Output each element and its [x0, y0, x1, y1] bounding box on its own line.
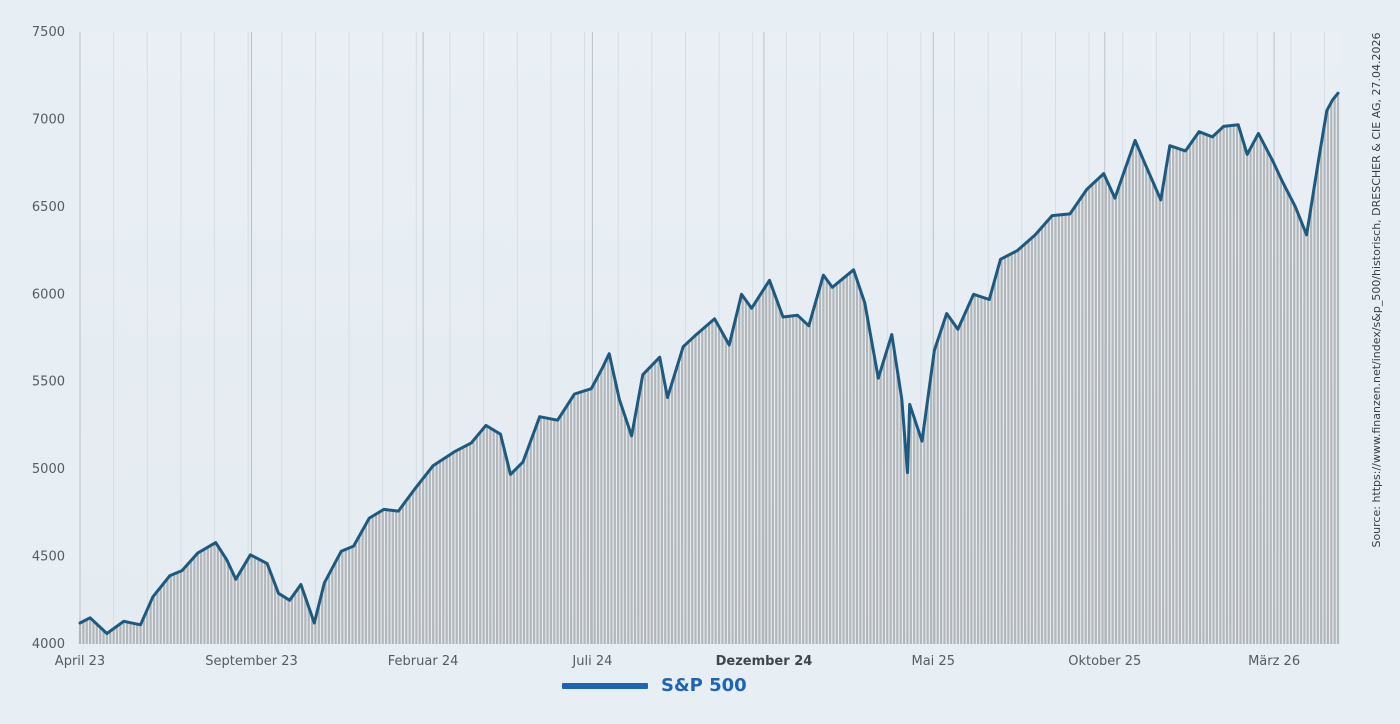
- x-tick-label: Mai 25: [912, 654, 955, 669]
- x-tick-label: Dezember 24: [716, 654, 813, 669]
- y-tick-label: 7500: [32, 25, 65, 40]
- x-axis: April 23 September 23 Februar 24 Juli 24 Dez…: [55, 654, 1300, 669]
- legend: S&P 500: [562, 675, 747, 696]
- x-tick-label: April 23: [55, 654, 105, 669]
- x-tick-label: Oktober 25: [1068, 654, 1141, 669]
- y-tick-label: 7000: [32, 112, 65, 127]
- x-tick-label: September 23: [205, 654, 298, 669]
- y-tick-label: 4500: [32, 550, 65, 565]
- x-tick-label: März 26: [1248, 654, 1300, 669]
- y-tick-label: 4000: [32, 637, 65, 652]
- x-tick-label: Februar 24: [388, 654, 459, 669]
- line-layer: [78, 91, 1340, 635]
- y-axis: 4000 4500 5000 5500 6000 6500 7000 7500: [32, 25, 65, 652]
- x-tick-label: Juli 24: [571, 654, 612, 669]
- y-tick-label: 6000: [32, 287, 65, 302]
- source-text: Source: https://www.finanzen.net/index/s…: [1370, 32, 1383, 547]
- y-tick-label: 5500: [32, 375, 65, 390]
- legend-swatch: [562, 683, 648, 689]
- y-tick-label: 6500: [32, 200, 65, 215]
- series-line-sp500: [78, 91, 1340, 635]
- legend-label: S&P 500: [661, 675, 747, 696]
- y-tick-label: 5000: [32, 462, 65, 477]
- area-layer: [78, 93, 1340, 644]
